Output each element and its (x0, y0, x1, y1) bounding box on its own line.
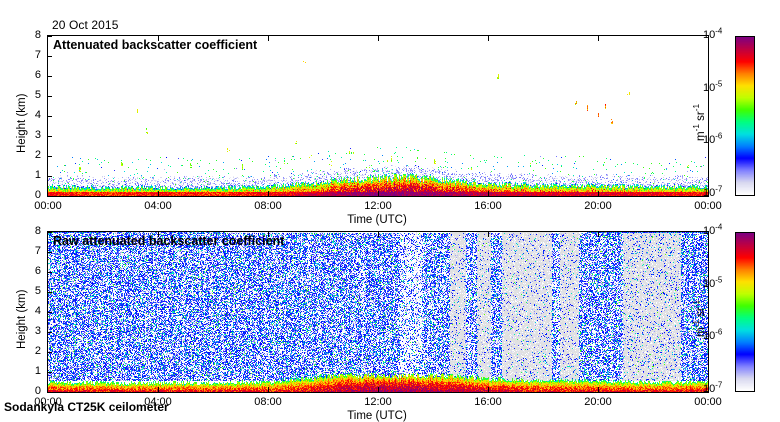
plot-area-bottom (47, 231, 709, 393)
y-tick-label: 2 (34, 149, 41, 161)
y-tick-label: 5 (34, 285, 41, 297)
x-tick-mark (598, 191, 599, 196)
colorbar-tick-label: 10-7 (703, 380, 723, 395)
y-axis-label-top: Height (km) (16, 93, 28, 153)
y-tick-mark (48, 312, 52, 313)
x-tick-mark-top (488, 232, 489, 237)
y-tick-label: 3 (34, 129, 41, 141)
x-tick-mark (158, 387, 159, 392)
y-tick-mark (48, 156, 52, 157)
x-tick-mark-top (378, 232, 379, 237)
x-tick-label: 12:00 (364, 200, 392, 212)
y-tick-mark (48, 232, 52, 233)
y-tick-label: 4 (34, 109, 41, 121)
y-tick-label: 3 (34, 325, 41, 337)
x-tick-mark-top (268, 36, 269, 41)
x-tick-label: 00:00 (34, 200, 62, 212)
y-tick-mark (48, 292, 52, 293)
colorbar-tick-label: 10-5 (703, 79, 723, 94)
y-axis-label-bottom: Height (km) (16, 289, 28, 349)
y-tick-label: 1 (34, 365, 41, 377)
x-tick-label: 20:00 (584, 200, 612, 212)
y-tick-label: 7 (34, 245, 41, 257)
x-tick-mark (378, 387, 379, 392)
x-tick-mark-top (488, 36, 489, 41)
x-tick-mark (158, 191, 159, 196)
y-tick-label: 0 (34, 189, 41, 201)
y-tick-label: 0 (34, 385, 41, 397)
y-tick-mark (48, 196, 52, 197)
y-tick-label: 6 (34, 265, 41, 277)
y-tick-mark (48, 76, 52, 77)
y-tick-mark (48, 176, 52, 177)
y-tick-mark (48, 136, 52, 137)
x-tick-mark-top (158, 36, 159, 41)
y-tick-mark (48, 332, 52, 333)
colorbar-top (735, 36, 755, 196)
panel-label-top: Attenuated backscatter coefficient (53, 38, 258, 52)
x-tick-label: 04:00 (144, 200, 172, 212)
date-title: 20 Oct 2015 (52, 18, 119, 32)
x-tick-label: 20:00 (584, 396, 612, 408)
x-tick-mark (488, 387, 489, 392)
colorbar-tick-label: 10-5 (703, 275, 723, 290)
x-tick-label: 08:00 (254, 396, 282, 408)
x-axis-label-top: Time (UTC) (347, 214, 407, 226)
x-tick-label: 16:00 (474, 200, 502, 212)
x-tick-mark (268, 387, 269, 392)
colorbar-units-bottom: m-1 sr-1 (692, 299, 707, 337)
x-tick-mark-top (378, 36, 379, 41)
x-tick-label: 00:00 (694, 396, 722, 408)
y-tick-label: 2 (34, 345, 41, 357)
x-tick-mark-top (598, 36, 599, 41)
colorbar-tick-label: 10-6 (703, 131, 723, 147)
plot-area-top (47, 35, 709, 197)
y-tick-label: 7 (34, 49, 41, 61)
x-tick-mark (378, 191, 379, 196)
x-tick-label: 12:00 (364, 396, 392, 408)
x-tick-mark-top (268, 232, 269, 237)
y-tick-label: 8 (34, 29, 41, 41)
colorbar-units-top: m-1 sr-1 (692, 103, 707, 141)
colorbar-tick-label: 10-6 (703, 327, 723, 343)
instrument-footer: Sodankyla CT25K ceilometer (4, 400, 169, 414)
y-tick-mark (48, 56, 52, 57)
y-tick-label: 8 (34, 225, 41, 237)
y-tick-label: 4 (34, 305, 41, 317)
y-tick-label: 5 (34, 89, 41, 101)
y-tick-mark (48, 392, 52, 393)
x-tick-mark (488, 191, 489, 196)
colorbar-tick-label: 10-4 (703, 222, 723, 237)
y-tick-label: 1 (34, 169, 41, 181)
x-axis-label-bottom: Time (UTC) (347, 410, 407, 422)
x-tick-mark-top (158, 232, 159, 237)
y-tick-mark (48, 252, 52, 253)
y-tick-mark (48, 36, 52, 37)
x-tick-label: 00:00 (694, 200, 722, 212)
y-tick-mark (48, 96, 52, 97)
y-tick-mark (48, 116, 52, 117)
x-tick-label: 08:00 (254, 200, 282, 212)
y-tick-mark (48, 272, 52, 273)
x-tick-label: 16:00 (474, 396, 502, 408)
x-tick-label: 00:00 (34, 396, 62, 408)
y-tick-label: 6 (34, 69, 41, 81)
y-tick-mark (48, 352, 52, 353)
y-tick-mark (48, 372, 52, 373)
colorbar-tick-label: 10-4 (703, 26, 723, 41)
panel-label-bottom: Raw attenuated backscatter coefficient (53, 234, 285, 248)
colorbar-tick-label: 10-7 (703, 184, 723, 199)
colorbar-bottom (735, 232, 755, 392)
x-tick-mark (598, 387, 599, 392)
x-tick-label: 04:00 (144, 396, 172, 408)
x-tick-mark-top (598, 232, 599, 237)
x-tick-mark (268, 191, 269, 196)
